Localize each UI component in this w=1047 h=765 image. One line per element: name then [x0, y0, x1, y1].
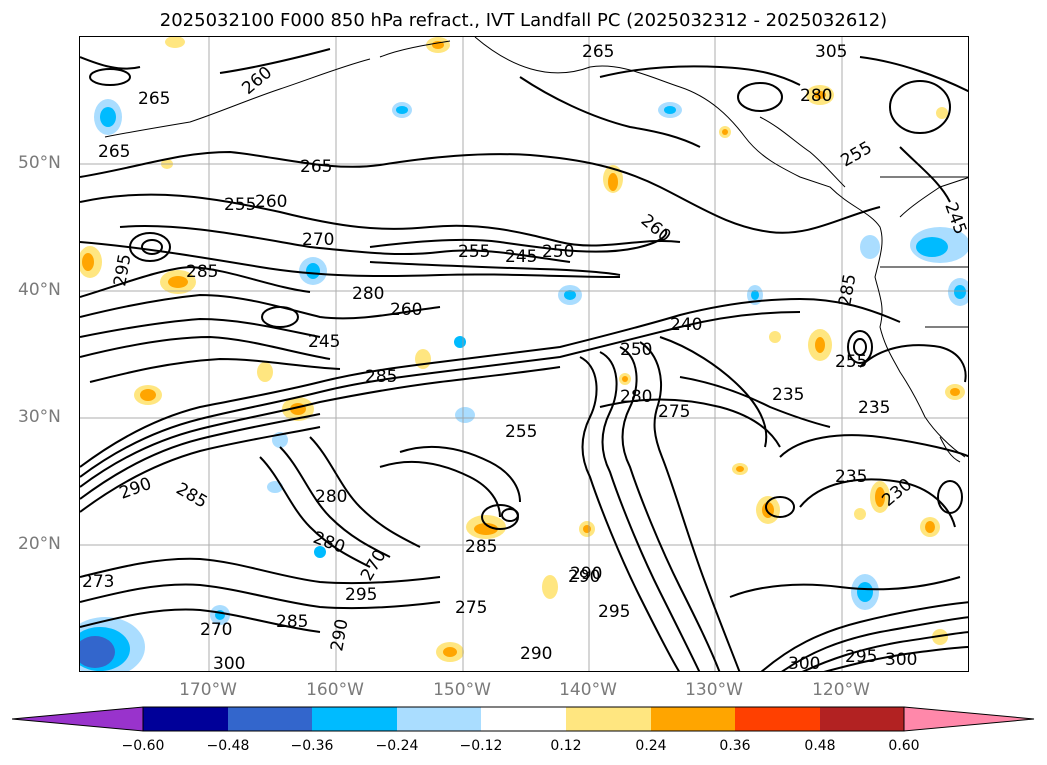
contour-label: 245	[505, 247, 537, 267]
lon-label-160w: 160°W	[306, 680, 364, 700]
map-canvas: 265 260 265 265 265 255 260 270 255 245 …	[80, 37, 968, 672]
contour-label: 280	[352, 284, 384, 304]
contour-label: 285	[465, 537, 497, 557]
lat-label-20n: 20°N	[18, 534, 61, 554]
contour-label: 265	[300, 157, 332, 177]
colorbar-segment	[566, 707, 651, 731]
contour-label: 305	[815, 42, 847, 62]
contour-label: 300	[213, 654, 245, 672]
colorbar-tick-label: −0.36	[290, 738, 334, 754]
colorbar-segment	[228, 707, 312, 731]
colorbar-outline	[142, 706, 905, 732]
contour-label: 260	[255, 192, 287, 212]
contour-label: 265	[582, 42, 614, 62]
contour-label: 295	[345, 585, 377, 605]
contour-label: 285	[173, 479, 211, 513]
lon-label-120w: 120°W	[812, 680, 870, 700]
contour-label: 245	[308, 332, 340, 352]
contour-label: 273	[82, 572, 114, 592]
colorbar-segment	[481, 707, 566, 731]
contour-label: 270	[357, 546, 391, 584]
colorbar-segment	[143, 707, 228, 731]
colorbar-segment	[651, 707, 735, 731]
contour-label: 235	[772, 385, 804, 405]
colorbar-segment	[397, 707, 481, 731]
contour-label: 265	[98, 142, 130, 162]
colorbar-tick-label: −0.24	[375, 738, 419, 754]
colorbar	[12, 706, 1035, 732]
positive-anomaly-patches	[80, 37, 965, 662]
contour-label: 300	[788, 654, 820, 672]
colorbar-tick-label: 0.48	[804, 738, 836, 754]
contour-label: 250	[542, 242, 574, 262]
colorbar-tick-label: 0.36	[719, 738, 751, 754]
lon-label-150w: 150°W	[433, 680, 491, 700]
colorbar-tick-label: −0.48	[206, 738, 250, 754]
colorbar-segment	[903, 706, 1035, 732]
contour-label: 235	[858, 398, 890, 418]
contour-label: 295	[110, 252, 135, 287]
colorbar-segments	[12, 706, 1035, 732]
contour-label: 290	[570, 564, 602, 584]
colorbar-tick-label: 0.24	[635, 738, 667, 754]
coastlines	[104, 37, 968, 463]
contour-label: 265	[138, 89, 170, 109]
lat-label-50n: 50°N	[18, 153, 61, 173]
lon-label-170w: 170°W	[179, 680, 237, 700]
contour-label: 290	[117, 474, 154, 504]
colorbar-tick-label: 0.12	[550, 738, 582, 754]
contour-labels: 265 260 265 265 265 255 260 270 255 245 …	[82, 42, 968, 672]
colorbar-segment	[312, 707, 397, 731]
contour-label: 255	[224, 195, 256, 215]
chart-title: 2025032100 F000 850 hPa refract., IVT La…	[159, 10, 888, 31]
lat-label-30n: 30°N	[18, 407, 61, 427]
contour-label: 255	[838, 138, 876, 172]
contour-label: 290	[520, 644, 552, 664]
contour-label: 295	[598, 602, 630, 622]
colorbar-segment	[12, 706, 144, 732]
colorbar-tick-label: −0.12	[459, 738, 503, 754]
negative-anomaly-patches	[80, 99, 968, 671]
lon-label-140w: 140°W	[559, 680, 617, 700]
contour-label: 285	[835, 272, 860, 307]
contour-label: 280	[800, 86, 832, 106]
contour-label: 255	[835, 352, 867, 372]
colorbar-tick-label: 0.60	[888, 738, 920, 754]
contour-label: 270	[302, 230, 334, 250]
graticule	[80, 37, 968, 671]
contour-label: 255	[458, 242, 490, 262]
colorbar-segment	[820, 707, 904, 731]
contour-label: 280	[620, 387, 652, 407]
lat-label-40n: 40°N	[18, 280, 61, 300]
contour-label: 285	[276, 612, 308, 632]
contour-label: 290	[568, 567, 600, 587]
contour-label: 270	[200, 620, 232, 640]
lon-label-130w: 130°W	[685, 680, 743, 700]
contour-label: 260	[390, 300, 422, 320]
contour-label: 295	[845, 647, 877, 667]
colorbar-segment	[735, 707, 820, 731]
contour-label: 275	[658, 402, 690, 422]
contour-label: 250	[620, 340, 652, 360]
contour-label: 255	[505, 422, 537, 442]
refractivity-contours	[80, 48, 968, 671]
contour-label: 285	[365, 367, 397, 387]
contour-label: 240	[670, 315, 702, 335]
contour-label: 275	[455, 598, 487, 618]
contour-label: 300	[885, 650, 917, 670]
contour-label: 285	[186, 262, 218, 282]
contour-label: 280	[315, 487, 347, 507]
colorbar-tick-label: −0.60	[121, 738, 165, 754]
contour-label: 290	[327, 617, 352, 652]
contour-label: 235	[835, 467, 867, 487]
map-panel: 265 260 265 265 265 255 260 270 255 245 …	[79, 36, 969, 672]
